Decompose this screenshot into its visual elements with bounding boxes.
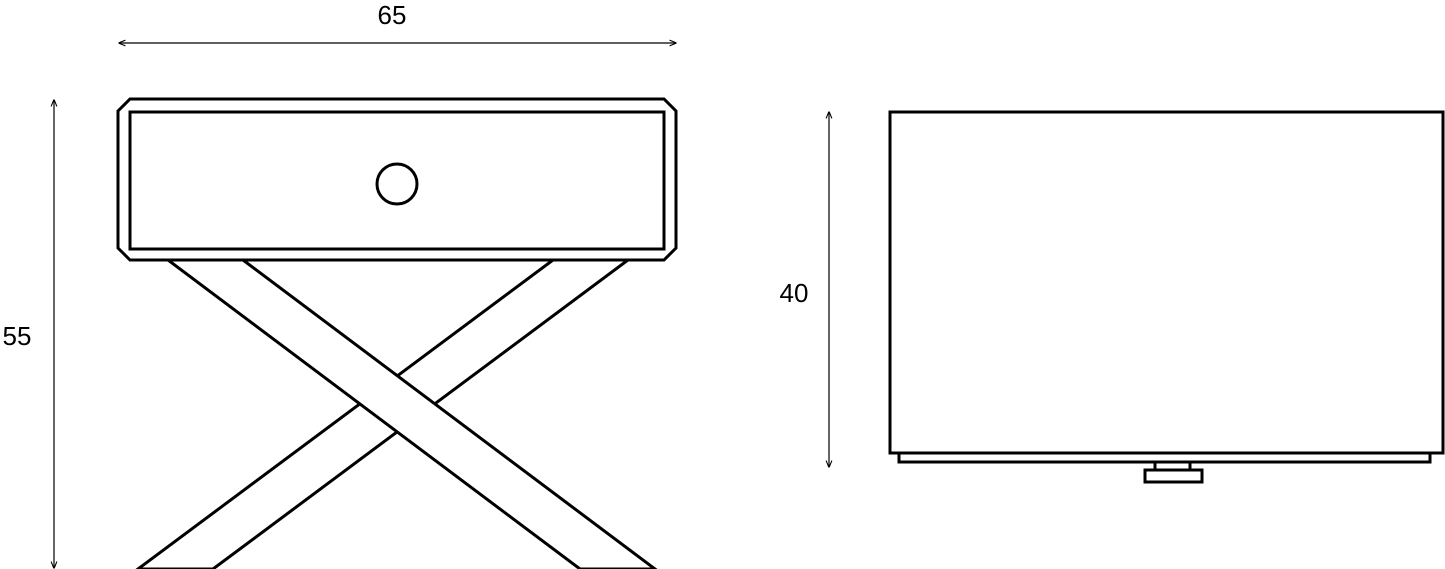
drawer-knob	[375, 162, 419, 206]
width-label: 65	[378, 0, 407, 30]
height-label: 55	[3, 321, 32, 351]
front-view: 65 55	[3, 0, 678, 569]
knob-base	[1143, 468, 1204, 484]
side-body	[888, 110, 1445, 455]
side-view: 40	[780, 110, 1445, 484]
side-height-label: 40	[780, 278, 809, 308]
